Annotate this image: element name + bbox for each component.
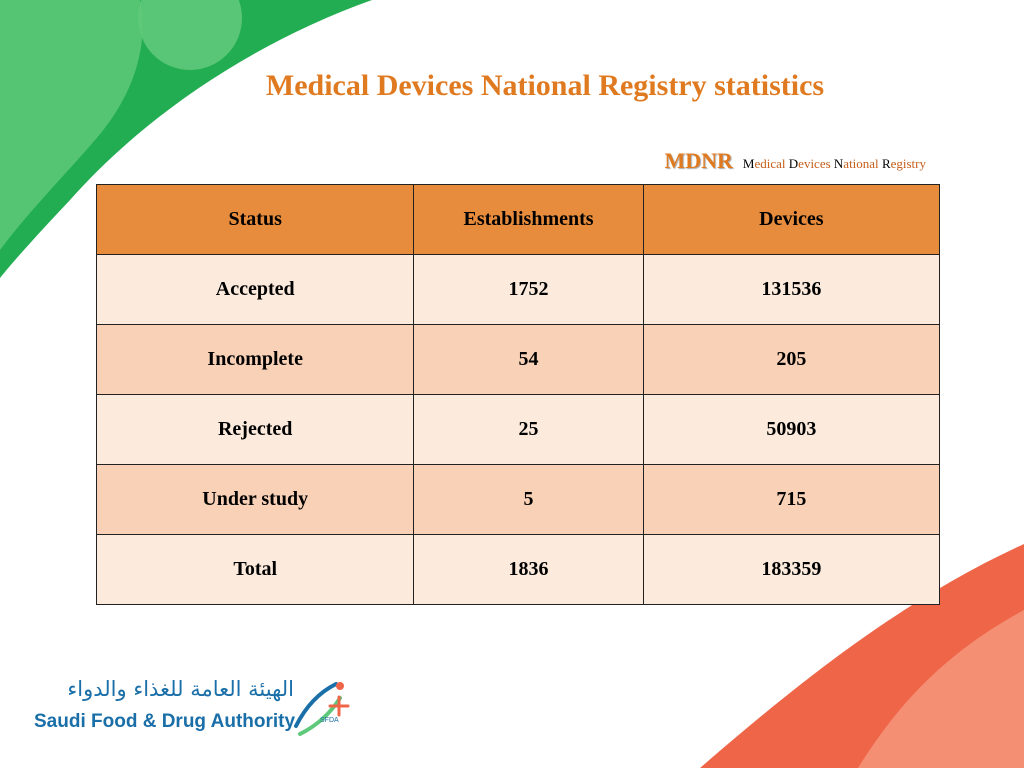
establishments-cell: 54 — [413, 324, 644, 395]
column-header-devices: Devices — [642, 184, 941, 255]
mdnr-initial: R — [881, 156, 891, 171]
sfda-logo: الهيئة العامة للغذاء والدواء Saudi Food … — [28, 676, 358, 742]
table-row: Incomplete 54 205 — [95, 324, 941, 395]
table-row: Under study 5 715 — [95, 464, 941, 535]
mdnr-word-rest: ational — [843, 156, 882, 171]
red-swoosh-highlight-shape — [858, 610, 1024, 768]
mdnr-caption: MDNR Medical Devices National Registry — [664, 148, 926, 174]
establishments-cell: 1752 — [413, 254, 644, 325]
statistics-table: Status Establishments Devices Accepted 1… — [95, 184, 941, 605]
establishments-cell: 1836 — [413, 534, 644, 605]
table-row-total: Total 1836 183359 — [95, 534, 941, 605]
green-swoosh-highlight-shape — [0, 0, 143, 250]
column-header-establishments: Establishments — [413, 184, 644, 255]
status-cell: Incomplete — [95, 324, 415, 395]
devices-cell: 50903 — [642, 394, 941, 465]
establishments-cell: 25 — [413, 394, 644, 465]
mdnr-initial: N — [833, 156, 844, 171]
mdnr-initial: D — [788, 156, 799, 171]
devices-cell: 131536 — [642, 254, 941, 325]
status-cell: Rejected — [95, 394, 415, 465]
sfda-logo-icon: SFDA — [294, 682, 350, 736]
status-cell: Total — [95, 534, 415, 605]
mdnr-abbreviation: MDNR — [664, 148, 733, 173]
green-circle-shape — [138, 0, 242, 70]
logo-arabic-text: الهيئة العامة للغذاء والدواء — [67, 677, 294, 701]
column-header-status: Status — [95, 184, 415, 255]
table-row: Rejected 25 50903 — [95, 394, 941, 465]
mdnr-word-rest: edical — [754, 156, 789, 171]
table-header-row: Status Establishments Devices — [95, 184, 941, 255]
logo-english-text: Saudi Food & Drug Authority — [34, 711, 296, 732]
logo-mark-text: SFDA — [320, 717, 339, 724]
status-cell: Under study — [95, 464, 415, 535]
mdnr-word-rest: egistry — [890, 156, 926, 171]
devices-cell: 183359 — [642, 534, 941, 605]
page-title: Medical Devices National Registry statis… — [265, 69, 825, 102]
table-row: Accepted 1752 131536 — [95, 254, 941, 325]
mdnr-full-name: Medical Devices National Registry — [743, 156, 926, 171]
mdnr-word-rest: evices — [798, 156, 834, 171]
mdnr-initial: M — [742, 156, 755, 171]
devices-cell: 715 — [642, 464, 941, 535]
devices-cell: 205 — [642, 324, 941, 395]
status-cell: Accepted — [95, 254, 415, 325]
establishments-cell: 5 — [413, 464, 644, 535]
